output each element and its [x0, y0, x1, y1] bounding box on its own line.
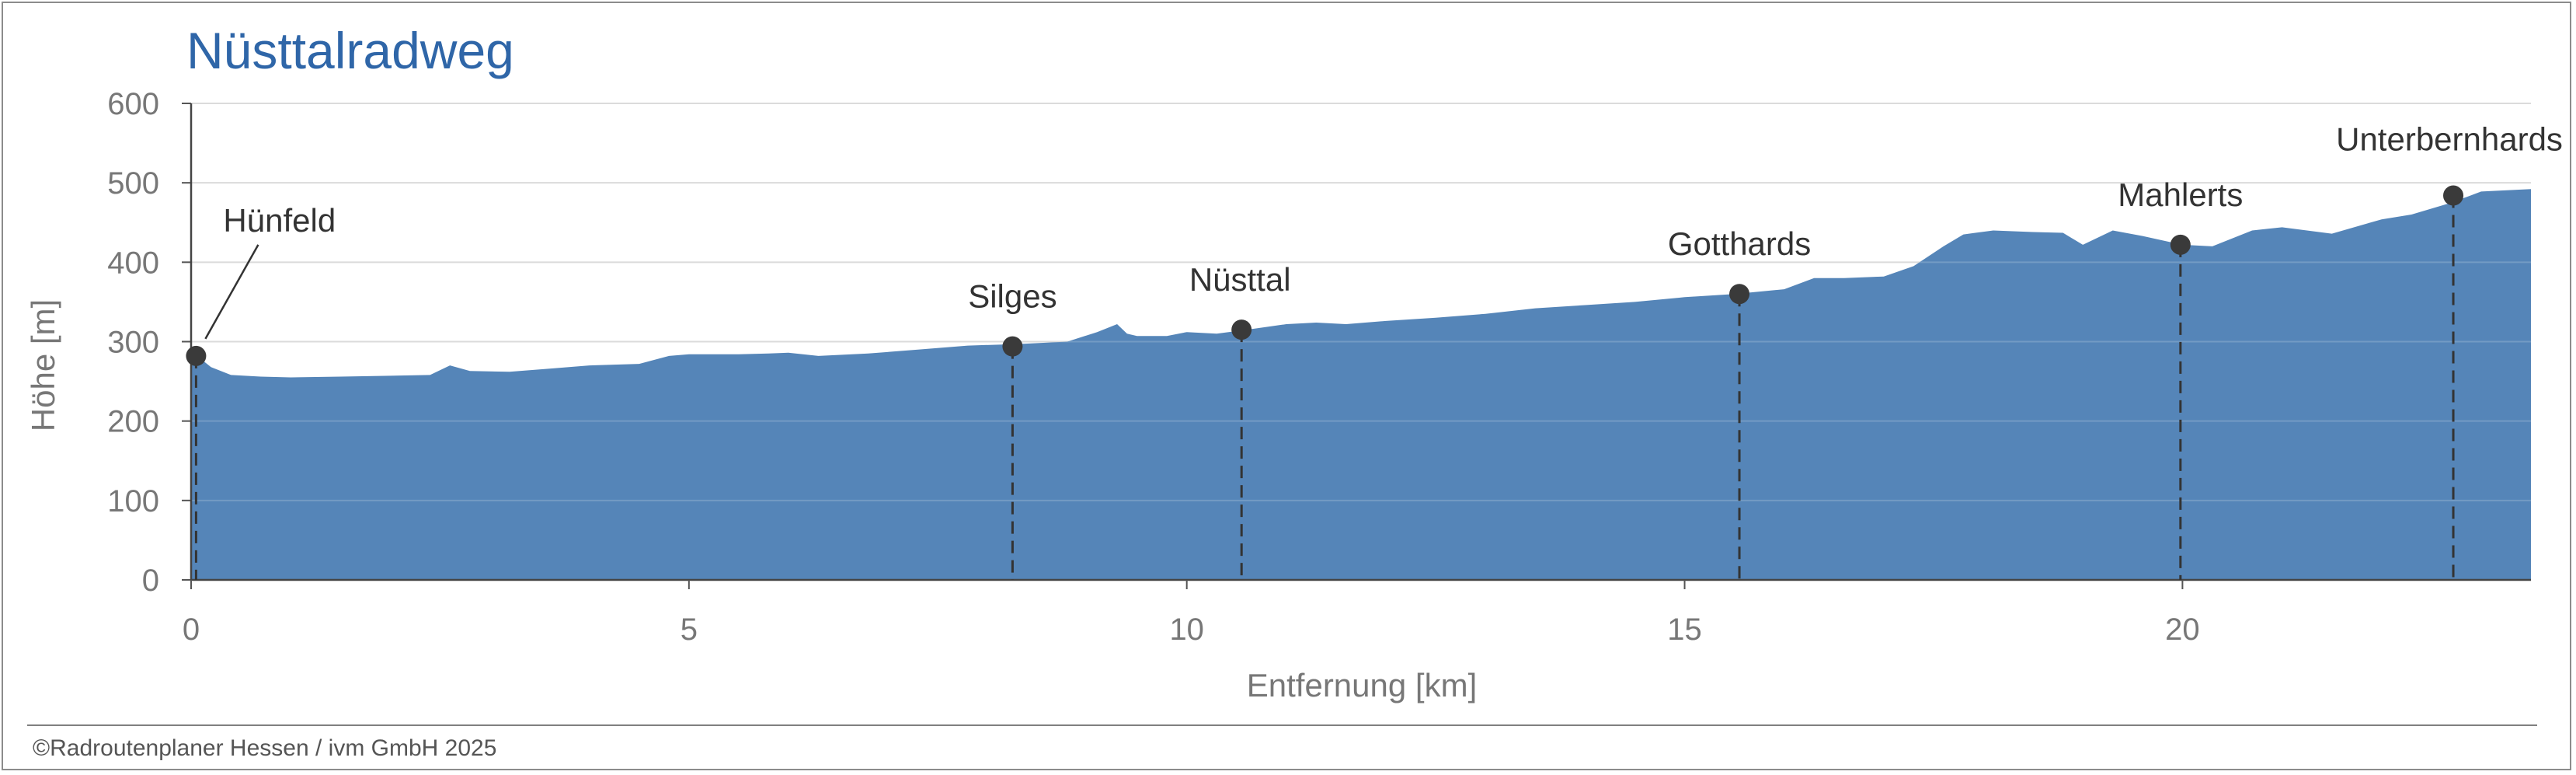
axes: 0 100 200 300 400 500 600 0 5 10 15 20 [107, 87, 2531, 647]
y-tick-label: 500 [107, 166, 159, 201]
marker-point [2170, 234, 2191, 255]
credit-text: ©Radroutenplaner Hessen / ivm GmbH 2025 [33, 735, 496, 761]
marker-label: Unterbernhards [2336, 121, 2563, 158]
chart-title: Nüsttalradweg [186, 22, 514, 79]
marker-point [186, 345, 207, 366]
x-axis-label: Entfernung [km] [1247, 667, 1477, 703]
markers: Hünfeld Silges Nüsttal Gotthards Mahlerts Unt… [186, 121, 2563, 580]
x-tick-label: 0 [183, 613, 200, 647]
y-tick-label: 200 [107, 405, 159, 439]
elevation-area [191, 189, 2531, 581]
marker-point [1729, 284, 1750, 305]
y-axis-label: Höhe [m] [25, 299, 61, 431]
marker-point [1002, 336, 1023, 357]
x-tick-label: 15 [1667, 613, 1702, 647]
y-tick-label: 400 [107, 246, 159, 280]
marker-leader-line [204, 244, 259, 340]
marker-label: Gotthards [1668, 225, 1811, 262]
marker-point [2443, 185, 2464, 206]
y-tick-label: 100 [107, 484, 159, 518]
marker-point [1231, 319, 1252, 340]
x-tick-label: 20 [2165, 613, 2200, 647]
x-tick-label: 10 [1169, 613, 1204, 647]
y-tick-label: 600 [107, 87, 159, 121]
x-tick-label: 5 [681, 613, 698, 647]
y-tick-label: 0 [142, 564, 159, 598]
y-tick-label: 300 [107, 326, 159, 360]
marker-label: Mahlerts [2118, 176, 2243, 213]
marker-label: Silges [968, 278, 1057, 315]
area-layer [191, 103, 2531, 581]
marker-label: Hünfeld [223, 202, 336, 239]
marker-label: Nüsttal [1189, 261, 1291, 298]
